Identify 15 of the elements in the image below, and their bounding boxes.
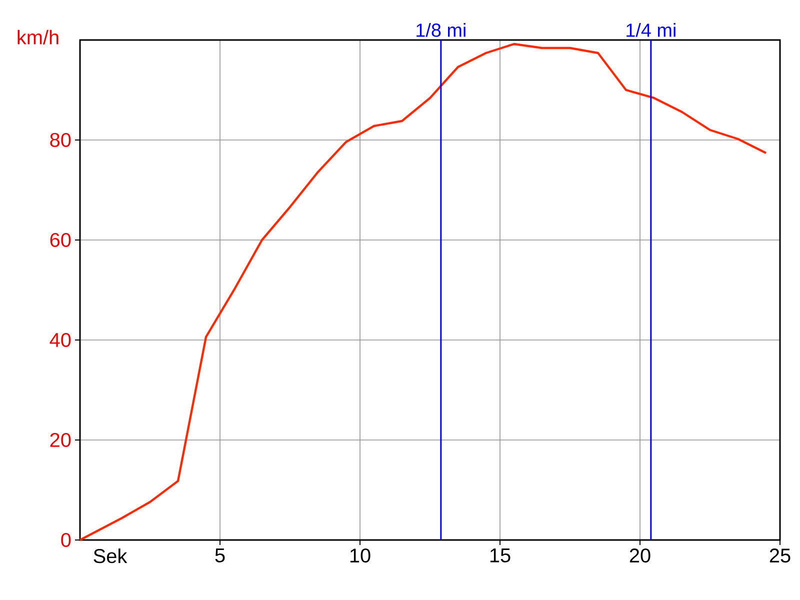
y-tick-label: 80	[50, 132, 71, 148]
x-tick-label: 20	[630, 548, 650, 563]
ref-line-label: 1/4 mi	[626, 23, 676, 37]
y-tick-label: 0	[61, 532, 71, 548]
y-axis-title: km/h	[18, 30, 58, 44]
y-tick-label: 20	[50, 432, 71, 448]
line-series	[78, 42, 768, 542]
x-axis-title: Sek	[94, 548, 128, 564]
x-tick-label: 10	[350, 548, 370, 563]
y-tick-label: 60	[50, 232, 71, 248]
x-tick-label: 15	[490, 548, 510, 562]
x-tick-label: 25	[770, 548, 790, 563]
y-tick-label: 40	[50, 332, 71, 348]
x-tick-label: 5	[215, 548, 225, 562]
ref-line-label: 1/8 mi	[416, 23, 466, 37]
